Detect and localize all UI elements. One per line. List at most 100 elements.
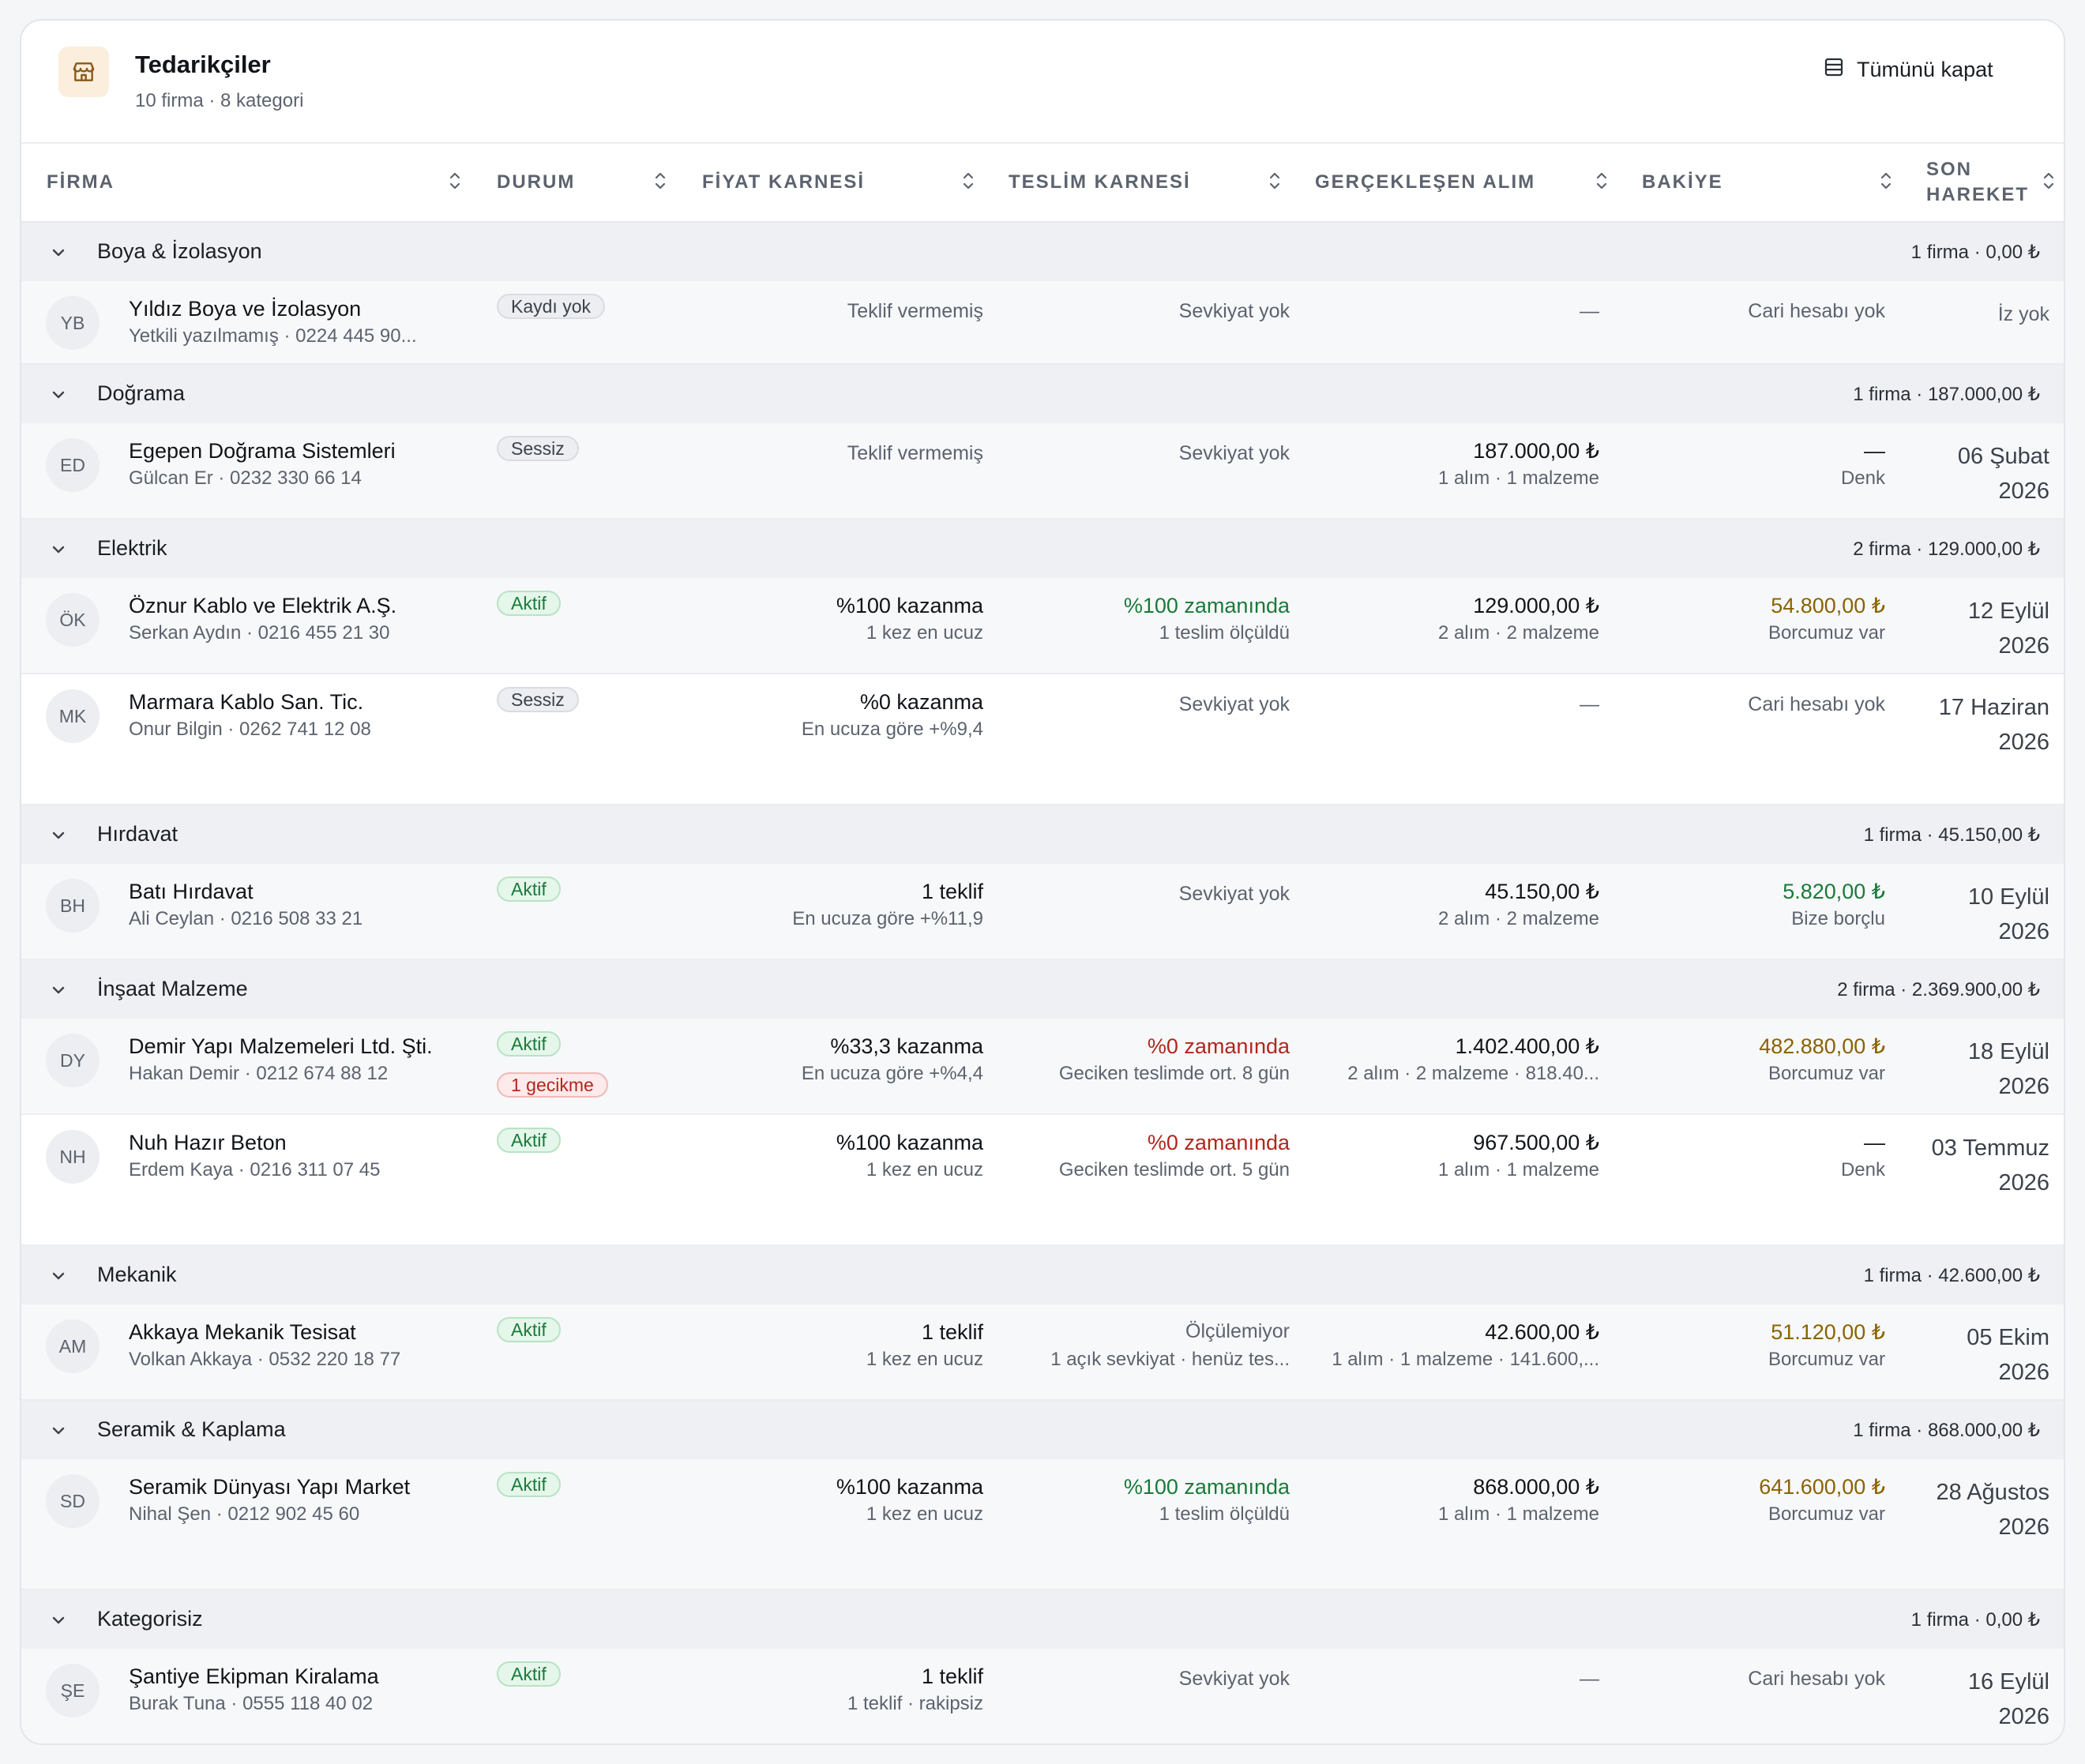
group-name: Doğrama: [97, 381, 186, 405]
price-score: Teklif vermemiş: [847, 300, 983, 322]
status-badge: Kaydı yok: [497, 294, 605, 319]
purchase-detail: 1 alım · 1 malzeme: [1437, 1503, 1599, 1525]
collapse-all-button[interactable]: Tümünü kapat: [1822, 54, 1993, 85]
th-gerceklesen-alim[interactable]: GERÇEKLEŞEN ALIM: [1315, 144, 1607, 221]
sort-icon[interactable]: [2042, 170, 2056, 197]
balance-amount: —: [1864, 439, 1885, 463]
group-row[interactable]: Boya & İzolasyon 1 firma · 0,00 ₺: [21, 223, 2064, 281]
table-row[interactable]: AM Akkaya Mekanik Tesisat Volkan Akkaya · …: [21, 1304, 2064, 1401]
balance-status: Bize borçlu: [1791, 908, 1885, 929]
sort-icon[interactable]: [1879, 170, 1893, 197]
supplier-contact: Serkan Aydın · 0216 455 21 30: [129, 622, 390, 644]
supplier-name[interactable]: Nuh Hazır Beton: [129, 1131, 287, 1154]
page-subtitle: 10 firma · 8 kategori: [135, 90, 304, 111]
balance-amount: 54.800,00 ₺: [1771, 594, 1885, 617]
sort-icon[interactable]: [1595, 170, 1609, 197]
balance-status: Borcumuz var: [1768, 1063, 1885, 1084]
price-score: %0 kazanma: [859, 690, 983, 714]
th-fiyat-karnesi[interactable]: FİYAT KARNESİ: [702, 144, 974, 221]
group-row[interactable]: Seramik & Kaplama 1 firma · 868.000,00 ₺: [21, 1401, 2064, 1459]
price-score: %33,3 kazanma: [830, 1034, 983, 1058]
table-row[interactable]: BH Batı Hırdavat Ali Ceylan · 0216 508 33 …: [21, 864, 2064, 960]
supplier-name[interactable]: Akkaya Mekanik Tesisat: [129, 1320, 356, 1344]
supplier-name[interactable]: Egepen Doğrama Sistemleri: [129, 439, 396, 463]
sort-icon[interactable]: [961, 170, 975, 197]
chevron-down-icon[interactable]: [50, 541, 67, 562]
group-row[interactable]: İnşaat Malzeme 2 firma · 2.369.900,00 ₺: [21, 960, 2064, 1019]
supplier-name[interactable]: Öznur Kablo ve Elektrik A.Ş.: [129, 594, 397, 617]
chevron-down-icon[interactable]: [50, 1422, 67, 1443]
supplier-name[interactable]: Şantiye Ekipman Kiralama: [129, 1665, 379, 1688]
table-row[interactable]: SD Seramik Dünyası Yapı Market Nihal Şen ·…: [21, 1459, 2064, 1590]
chevron-down-icon[interactable]: [50, 386, 67, 407]
th-teslim-karnesi[interactable]: TESLİM KARNESİ: [1009, 144, 1280, 221]
chevron-down-icon[interactable]: [50, 244, 67, 265]
avatar: DY: [46, 1034, 100, 1087]
group-name: Hırdavat: [97, 822, 178, 846]
chevron-down-icon[interactable]: [50, 827, 67, 848]
balance-status: Borcumuz var: [1768, 622, 1885, 644]
group-name: İnşaat Malzeme: [97, 977, 248, 1000]
table-row[interactable]: DY Demir Yapı Malzemeleri Ltd. Şti. Hakan …: [21, 1019, 2064, 1115]
balance-amount: Cari hesabı yok: [1748, 300, 1885, 322]
table-row[interactable]: NH Nuh Hazır Beton Erdem Kaya · 0216 311 0…: [21, 1115, 2064, 1246]
status-badge: Aktif: [497, 1472, 561, 1497]
sort-icon[interactable]: [448, 170, 462, 197]
group-summary: 2 firma · 129.000,00 ₺: [1853, 539, 2040, 560]
th-firma[interactable]: FİRMA: [47, 144, 460, 221]
delivery-score: %100 zamanında: [1123, 1475, 1290, 1499]
price-score-detail: 1 kez en ucuz: [866, 1159, 983, 1180]
purchase-total: 42.600,00 ₺: [1485, 1320, 1599, 1344]
purchase-total: 868.000,00 ₺: [1473, 1475, 1599, 1499]
collapse-all-label: Tümünü kapat: [1857, 57, 1993, 81]
group-row[interactable]: Elektrik 2 firma · 129.000,00 ₺: [21, 520, 2064, 578]
price-score: Teklif vermemiş: [847, 442, 983, 464]
balance-status: Denk: [1840, 1159, 1885, 1180]
th-durum-label: DURUM: [497, 171, 576, 193]
supplier-name[interactable]: Marmara Kablo San. Tic.: [129, 690, 364, 714]
chevron-down-icon[interactable]: [50, 981, 67, 1003]
purchase-detail: 1 alım · 1 malzeme: [1437, 467, 1599, 489]
purchase-detail: 2 alım · 2 malzeme: [1437, 908, 1599, 929]
table-row[interactable]: ED Egepen Doğrama Sistemleri Gülcan Er · 0…: [21, 423, 2064, 520]
delivery-score: %0 zamanında: [1147, 1131, 1290, 1154]
table-row[interactable]: ŞE Şantiye Ekipman Kiralama Burak Tuna · 0…: [21, 1649, 2064, 1743]
balance-amount: Cari hesabı yok: [1748, 693, 1885, 715]
chevron-down-icon[interactable]: [50, 1612, 67, 1633]
group-row[interactable]: Doğrama 1 firma · 187.000,00 ₺: [21, 365, 2064, 423]
delivery-score: Sevkiyat yok: [1178, 693, 1290, 715]
chevron-down-icon[interactable]: [50, 1267, 67, 1289]
purchase-total: 1.402.400,00 ₺: [1455, 1034, 1599, 1058]
supplier-contact: Nihal Şen · 0212 902 45 60: [129, 1503, 360, 1525]
supplier-name[interactable]: Yıldız Boya ve İzolasyon: [129, 297, 362, 321]
balance-amount: 641.600,00 ₺: [1759, 1475, 1885, 1499]
delivery-score-detail: Geciken teslimde ort. 5 gün: [1058, 1159, 1290, 1180]
sort-icon[interactable]: [653, 170, 667, 197]
price-score-detail: 1 kez en ucuz: [866, 1503, 983, 1525]
supplier-name[interactable]: Demir Yapı Malzemeleri Ltd. Şti.: [129, 1034, 433, 1058]
last-activity: 18 Eylül 2026: [1967, 1039, 2049, 1099]
group-row[interactable]: Mekanik 1 firma · 42.600,00 ₺: [21, 1246, 2064, 1304]
table-row[interactable]: MK Marmara Kablo San. Tic. Onur Bilgin · 0…: [21, 674, 2064, 805]
price-score-detail: 1 kez en ucuz: [866, 622, 983, 644]
th-durum[interactable]: DURUM: [497, 144, 666, 221]
last-activity: 12 Eylül 2026: [1967, 599, 2049, 659]
th-son-hareket[interactable]: SON HAREKET: [1926, 144, 2054, 221]
last-activity: 03 Temmuz 2026: [1931, 1135, 2049, 1195]
delivery-score-detail: Geciken teslimde ort. 8 gün: [1058, 1063, 1290, 1084]
group-summary: 1 firma · 0,00 ₺: [1910, 242, 2040, 263]
status-badge: Aktif: [497, 876, 561, 902]
table-row[interactable]: YB Yıldız Boya ve İzolasyon Yetkili yazılm…: [21, 281, 2064, 365]
sort-icon[interactable]: [1268, 170, 1282, 197]
th-bakiye[interactable]: BAKİYE: [1642, 144, 1892, 221]
purchase-total: —: [1580, 1668, 1599, 1690]
group-row[interactable]: Hırdavat 1 firma · 45.150,00 ₺: [21, 805, 2064, 864]
status-badge: Aktif: [497, 1031, 561, 1057]
supplier-name[interactable]: Seramik Dünyası Yapı Market: [129, 1475, 411, 1499]
price-score: %100 kazanma: [836, 594, 983, 617]
table-header: FİRMA DURUM FİYAT KARNESİ TESLİM KARNESİ GER…: [21, 144, 2064, 223]
price-score-detail: En ucuza göre +%4,4: [801, 1063, 983, 1084]
group-row[interactable]: Kategorisiz 1 firma · 0,00 ₺: [21, 1590, 2064, 1649]
supplier-name[interactable]: Batı Hırdavat: [129, 880, 254, 903]
table-row[interactable]: ÖK Öznur Kablo ve Elektrik A.Ş. Serkan Ayd…: [21, 578, 2064, 674]
